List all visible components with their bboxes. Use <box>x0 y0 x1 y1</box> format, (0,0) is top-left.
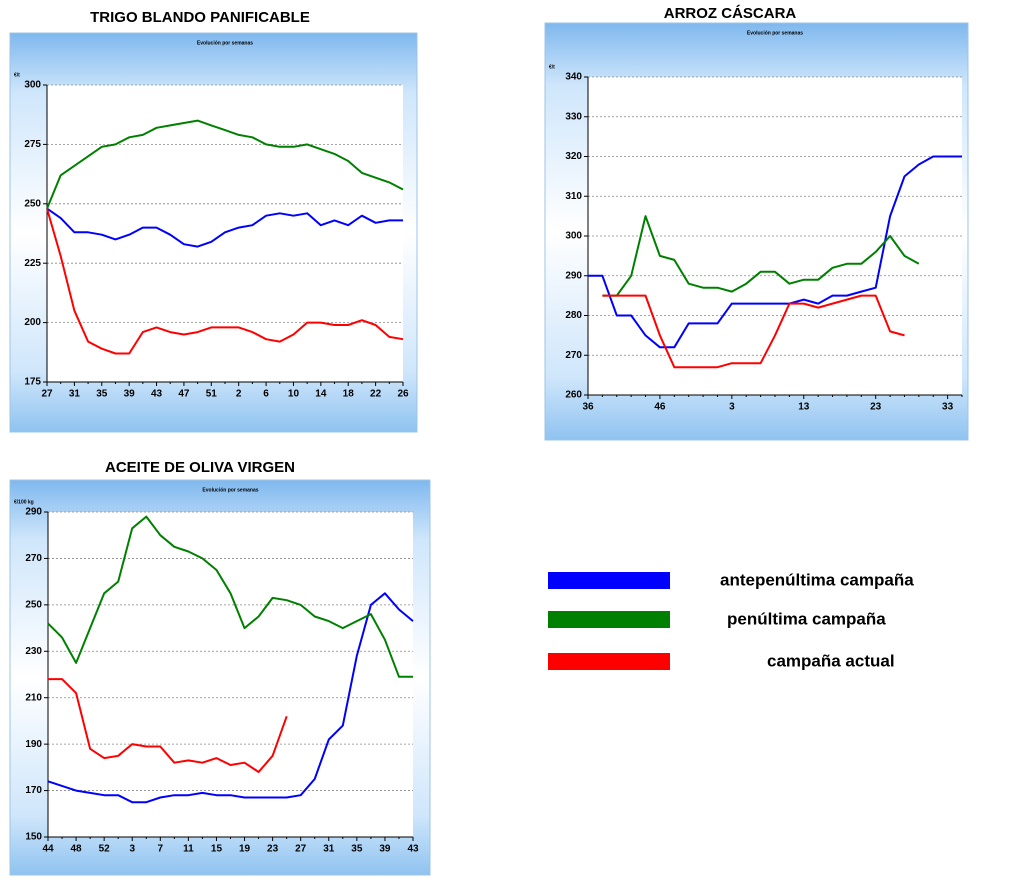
series-line <box>48 678 288 773</box>
x-tick-label: 39 <box>124 389 136 400</box>
x-tick-label: 33 <box>942 402 954 413</box>
x-tick-label: 23 <box>267 844 279 855</box>
x-tick-label: 36 <box>582 402 594 413</box>
x-tick-label: 35 <box>96 389 108 400</box>
y-tick-label: 330 <box>565 111 582 122</box>
x-tick-label: 27 <box>295 844 307 855</box>
chart-subtitle: Evolución por semanas <box>202 487 258 493</box>
chart-subtitle: Evolución por semanas <box>747 30 803 36</box>
series-line <box>46 208 404 355</box>
x-tick-label: 15 <box>211 844 223 855</box>
y-unit: €/100 kg <box>14 499 34 505</box>
legend-label: antepenúltima campaña <box>720 570 914 589</box>
y-tick-label: 290 <box>25 507 42 518</box>
x-tick-label: 39 <box>379 844 391 855</box>
y-tick-label: 250 <box>24 198 41 209</box>
x-tick-label: 19 <box>239 844 251 855</box>
legend-label: penúltima campaña <box>727 609 886 628</box>
y-tick-label: 190 <box>25 739 42 750</box>
x-tick-label: 3 <box>729 402 735 413</box>
x-tick-label: 48 <box>71 844 83 855</box>
x-tick-label: 26 <box>397 389 409 400</box>
x-tick-label: 35 <box>351 844 363 855</box>
y-tick-label: 225 <box>24 258 41 269</box>
chart-title: ARROZ CÁSCARA <box>664 5 797 22</box>
y-tick-label: 310 <box>565 191 582 202</box>
y-unit: €/t <box>549 64 555 70</box>
legend-swatch <box>548 653 670 670</box>
x-tick-label: 13 <box>798 402 810 413</box>
series-line <box>47 515 413 678</box>
y-tick-label: 300 <box>24 80 41 91</box>
y-tick-label: 260 <box>565 390 582 401</box>
y-tick-label: 275 <box>24 139 41 150</box>
x-tick-label: 43 <box>151 389 163 400</box>
x-tick-label: 47 <box>178 389 190 400</box>
y-tick-label: 320 <box>565 151 582 162</box>
x-tick-label: 10 <box>288 389 300 400</box>
chart-title: ACEITE DE OLIVA VIRGEN <box>105 459 295 476</box>
chart-subtitle: Evolución por semanas <box>197 40 253 46</box>
x-tick-label: 43 <box>407 844 419 855</box>
y-tick-label: 210 <box>25 692 42 703</box>
x-tick-label: 52 <box>99 844 111 855</box>
y-tick-label: 170 <box>25 785 42 796</box>
y-tick-label: 300 <box>565 231 582 242</box>
x-tick-label: 22 <box>370 389 382 400</box>
y-tick-label: 230 <box>25 646 42 657</box>
y-tick-label: 270 <box>25 553 42 564</box>
x-tick-label: 46 <box>654 402 666 413</box>
x-tick-label: 51 <box>206 389 218 400</box>
series-line <box>602 294 905 369</box>
y-tick-label: 150 <box>25 832 42 843</box>
series-line <box>602 215 920 297</box>
y-tick-label: 280 <box>565 310 582 321</box>
y-tick-label: 270 <box>565 350 582 361</box>
y-unit: €/t <box>14 72 20 78</box>
y-tick-label: 290 <box>565 270 582 281</box>
y-tick-label: 340 <box>565 72 582 83</box>
x-tick-label: 6 <box>263 389 269 400</box>
x-tick-label: 44 <box>42 844 54 855</box>
series-line <box>47 592 414 804</box>
series-line <box>588 155 962 349</box>
series-line <box>46 207 403 248</box>
x-tick-label: 27 <box>41 389 53 400</box>
legend-swatch <box>548 572 670 589</box>
x-tick-label: 31 <box>323 844 335 855</box>
chart-title: TRIGO BLANDO PANIFICABLE <box>90 9 310 26</box>
legend-label: campaña actual <box>767 651 895 670</box>
x-tick-label: 11 <box>183 844 194 855</box>
x-tick-label: 14 <box>315 389 327 400</box>
x-tick-label: 3 <box>129 844 135 855</box>
series-line <box>46 119 404 209</box>
y-tick-label: 175 <box>24 377 41 388</box>
y-tick-label: 200 <box>24 317 41 328</box>
y-tick-label: 250 <box>25 599 42 610</box>
legend-swatch <box>548 611 670 628</box>
plot-area <box>48 512 413 837</box>
plot-area <box>588 77 962 395</box>
x-tick-label: 2 <box>236 389 242 400</box>
x-tick-label: 31 <box>69 389 81 400</box>
x-tick-label: 7 <box>158 844 164 855</box>
x-tick-label: 18 <box>343 389 355 400</box>
x-tick-label: 23 <box>870 402 882 413</box>
